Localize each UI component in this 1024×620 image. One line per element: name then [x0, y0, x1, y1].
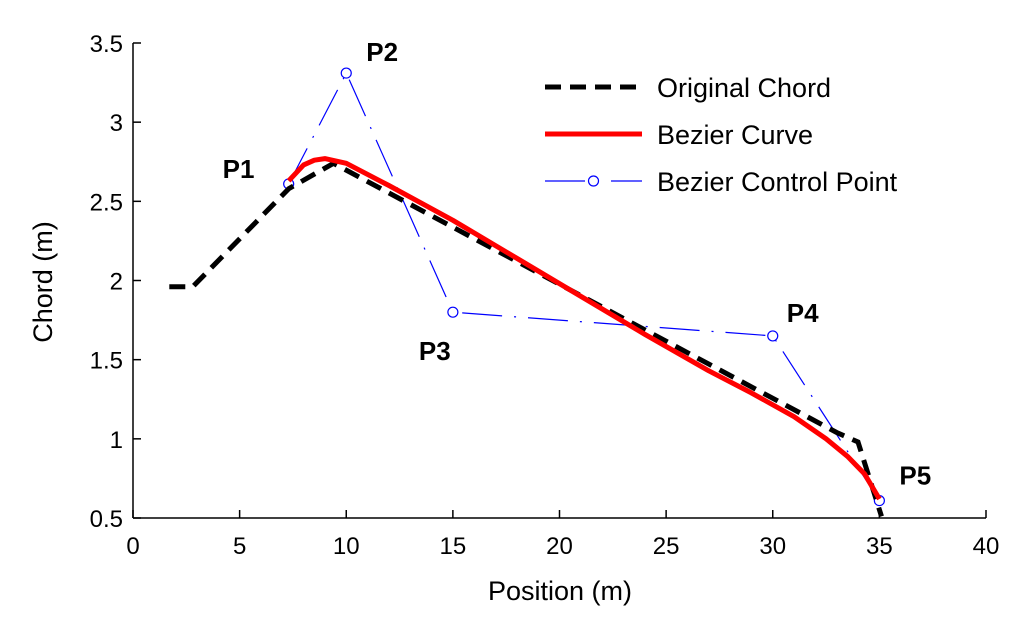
axes: 0 5 10 15 20 25 30 35 40 0.5 1 1.5 2 2.5 3 3.5 [90, 31, 1000, 560]
series-line-bezier-curve [286, 156, 882, 501]
control-point-marker [447, 306, 459, 318]
control-point-marker [340, 67, 352, 79]
y-axis-label: Chord (m) [28, 221, 58, 343]
y-tick-label: 3 [110, 110, 123, 137]
annotation-label: P4 [787, 298, 819, 328]
series-line-bezier-control-point [288, 71, 880, 501]
y-tick-label: 0.5 [90, 506, 123, 533]
annotations: P1 P2 P3 P4 P5 [223, 37, 932, 491]
legend: Original Chord Bezier Curve Bezier Control… [545, 73, 898, 197]
x-tick-label: 35 [866, 533, 893, 560]
y-tick-label: 2 [110, 269, 123, 296]
x-tick-label: 10 [333, 533, 360, 560]
y-tick-label: 1.5 [90, 348, 123, 375]
x-tick-label: 20 [546, 533, 573, 560]
y-tick-label: 1 [110, 427, 123, 454]
x-axis-label: Position (m) [488, 576, 632, 606]
x-tick-label: 40 [973, 533, 1000, 560]
annotation-label: P5 [899, 461, 931, 491]
annotation-label: P2 [366, 37, 398, 67]
legend-label: Bezier Control Point [657, 167, 898, 197]
x-tick-label: 0 [126, 533, 139, 560]
legend-marker [587, 175, 600, 187]
annotation-label: P1 [223, 154, 255, 184]
plot-area [169, 67, 885, 518]
y-tick-label: 2.5 [90, 189, 123, 216]
control-point-marker [767, 330, 779, 342]
x-tick-label: 5 [233, 533, 246, 560]
legend-label: Original Chord [657, 73, 831, 103]
series-line-original-chord [169, 160, 884, 518]
legend-label: Bezier Curve [657, 120, 813, 150]
x-tick-label: 25 [653, 533, 680, 560]
annotation-label: P3 [419, 336, 451, 366]
x-tick-label: 15 [440, 533, 467, 560]
y-tick-label: 3.5 [90, 31, 123, 58]
x-tick-label: 30 [759, 533, 786, 560]
